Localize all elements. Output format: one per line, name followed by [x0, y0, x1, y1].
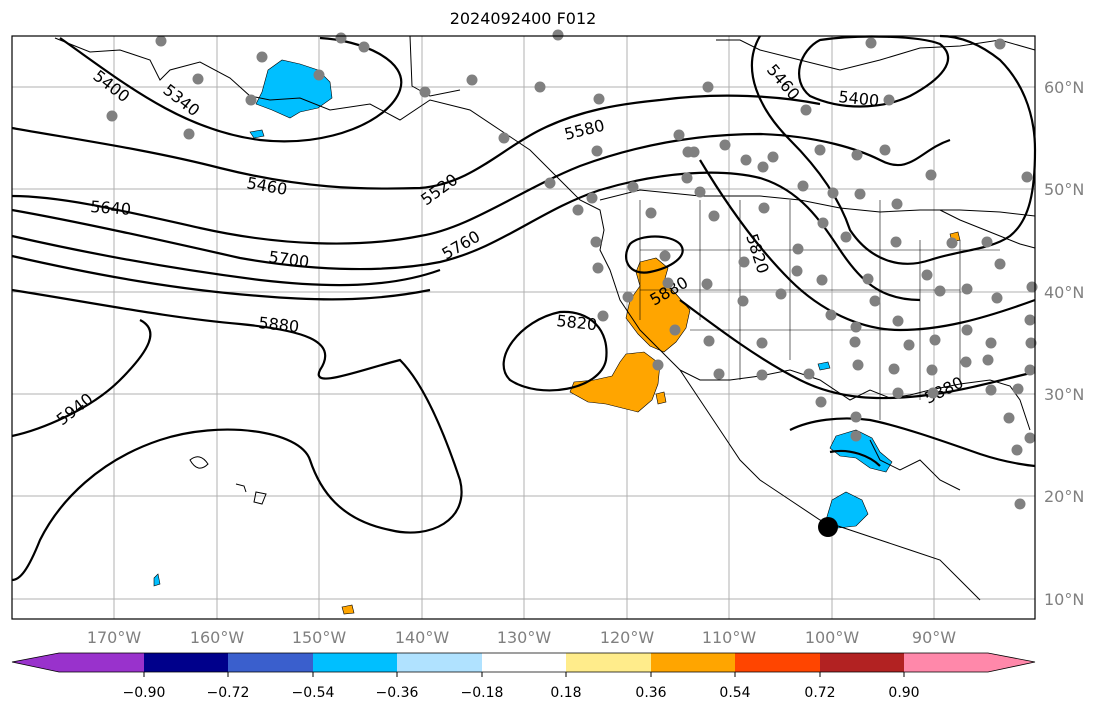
- colorbar-segment: [228, 653, 313, 672]
- contour-label: 5820: [556, 311, 598, 334]
- contour-label: 5880: [258, 313, 300, 336]
- latitude-label: 20°N: [1044, 487, 1084, 506]
- colorbar-tick-label: −0.36: [376, 685, 419, 701]
- longitude-label: 130°W: [497, 628, 552, 647]
- colorbar-tick-label: 0.54: [719, 685, 750, 701]
- colorbar-segment: [566, 653, 651, 672]
- contour-label: 5400: [838, 87, 880, 110]
- black-circle-icon: [818, 517, 838, 537]
- colorbar-ticks: [143, 672, 905, 677]
- colorbar-tick-label: −0.18: [461, 685, 504, 701]
- colorbar-tick-label: 0.90: [888, 685, 919, 701]
- longitude-label: 150°W: [292, 628, 347, 647]
- colorbar-right-extension: [988, 653, 1035, 672]
- latitude-label: 30°N: [1044, 385, 1084, 404]
- positive-anomaly-baja: [569, 351, 661, 413]
- colorbar-segment: [59, 653, 144, 672]
- colorbar-outline: [11, 652, 1036, 673]
- latitude-label: 10°N: [1044, 590, 1084, 609]
- latitude-label: 60°N: [1044, 78, 1084, 97]
- colorbar-tick-label: 0.36: [635, 685, 666, 701]
- positive-anomaly-pacific: [341, 604, 355, 615]
- longitude-label: 100°W: [805, 628, 860, 647]
- coastlines: [54, 35, 1036, 601]
- negative-anomaly-texas-small: [817, 361, 831, 371]
- map-title: 2024092400 F012: [449, 9, 597, 28]
- colorbar-tick-label: 0.72: [804, 685, 835, 701]
- colorbar-segment: [820, 653, 904, 672]
- latitude-labels: 60°N 50°N 40°N 30°N 20°N 10°N: [1044, 78, 1084, 609]
- longitude-label: 90°W: [912, 628, 956, 647]
- latitude-label: 50°N: [1044, 180, 1084, 199]
- colorbar-segment: [482, 653, 566, 672]
- colorbar-segment: [397, 653, 482, 672]
- longitude-label: 140°W: [395, 628, 450, 647]
- station-dots: [106, 29, 1038, 510]
- colorbar-left-extension: [12, 653, 59, 672]
- colorbar-segment: [313, 653, 397, 672]
- colorbar: −0.90 −0.72 −0.54 −0.36 −0.18 0.18 0.36 …: [11, 652, 1036, 701]
- colorbar-segment: [651, 653, 735, 672]
- longitude-labels: 170°W 160°W 150°W 140°W 130°W 120°W 110°…: [87, 628, 956, 647]
- colorbar-segment: [735, 653, 820, 672]
- colorbar-segment: [904, 653, 988, 672]
- map-frame: [11, 35, 1036, 620]
- colorbar-tick-label: −0.72: [207, 685, 250, 701]
- colorbar-tick-label: −0.90: [123, 685, 166, 701]
- longitude-label: 110°W: [702, 628, 757, 647]
- colorbar-tick-label: 0.18: [550, 685, 581, 701]
- latitude-label: 40°N: [1044, 283, 1084, 302]
- positive-anomaly-baja-small: [655, 391, 667, 405]
- longitude-label: 120°W: [600, 628, 655, 647]
- colorbar-tick-label: −0.54: [292, 685, 335, 701]
- negative-anomaly-pacific-small: [153, 573, 161, 587]
- negative-anomaly-alaska-small: [249, 129, 265, 139]
- contour-label: 5640: [90, 197, 132, 219]
- longitude-label: 160°W: [190, 628, 245, 647]
- colorbar-segment: [144, 653, 228, 672]
- longitude-label: 170°W: [87, 628, 142, 647]
